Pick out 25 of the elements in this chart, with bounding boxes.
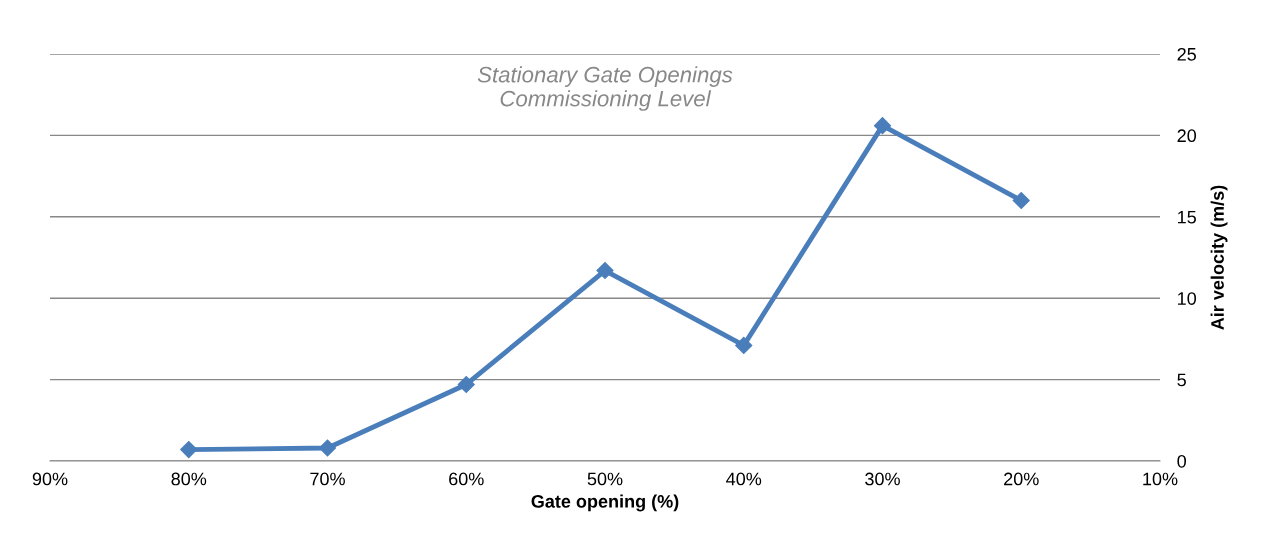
point	[318, 439, 337, 457]
y-tick-label: 15	[1178, 210, 1196, 224]
point	[735, 336, 753, 354]
x-tick-label: 40%	[726, 472, 762, 486]
x-tick-label: 90%	[32, 472, 68, 486]
point	[457, 375, 475, 394]
x-tick-label: 30%	[865, 472, 900, 486]
y-tick-label: 0	[1177, 454, 1186, 468]
point	[1012, 191, 1030, 210]
y-axis-title: Air velocity (m/s)	[1210, 185, 1228, 330]
point	[596, 261, 614, 280]
x-axis-title: Gate opening (%)	[531, 494, 679, 512]
x-tick-label: 60%	[449, 472, 484, 486]
x-tick-label: 20%	[1004, 472, 1039, 486]
x-tick-label: 50%	[587, 472, 623, 486]
text: Stationary Gate Openings Commissioning Level	[477, 66, 733, 111]
y-tick-label: 10	[1178, 292, 1197, 305]
x-tick-label: 70%	[310, 472, 345, 486]
y-tick-label: 20	[1177, 129, 1197, 143]
point	[180, 441, 198, 459]
y-tick-label: 5	[1177, 373, 1186, 387]
x-tick-label: 80%	[171, 472, 207, 486]
y-tick-label: 25	[1177, 47, 1196, 61]
x-tick-label: 10%	[1143, 472, 1178, 486]
point	[873, 117, 892, 135]
